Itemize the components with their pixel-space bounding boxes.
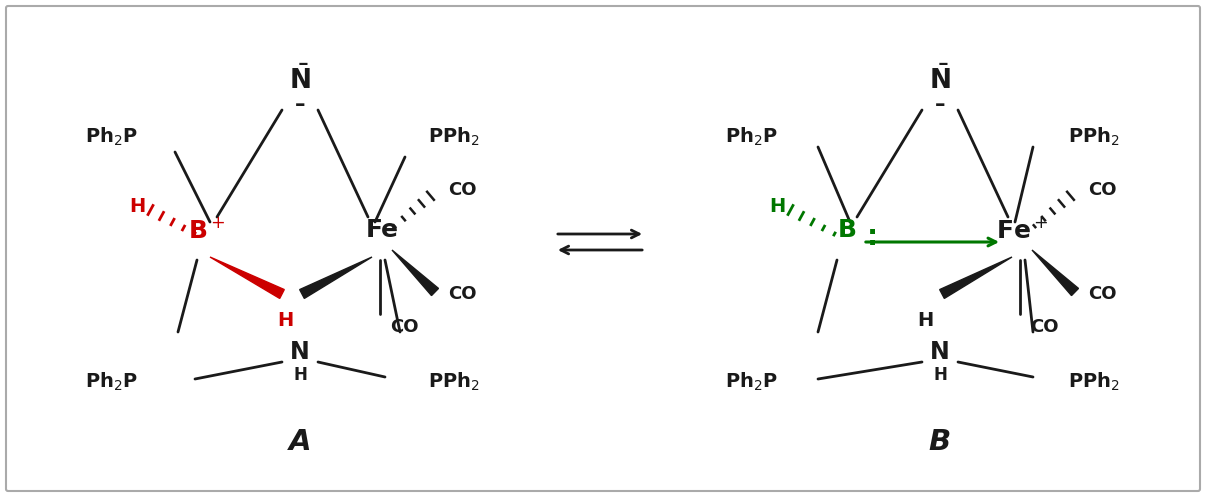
Text: Ph$_2$P: Ph$_2$P xyxy=(725,126,778,148)
Text: :: : xyxy=(867,223,878,251)
Polygon shape xyxy=(299,257,371,298)
Text: Fe: Fe xyxy=(365,218,398,242)
Text: CO: CO xyxy=(447,285,476,303)
Text: –: – xyxy=(935,95,946,115)
Text: $\mathbf{\bar{N}}$: $\mathbf{\bar{N}}$ xyxy=(289,65,311,95)
Text: A: A xyxy=(288,428,311,456)
Text: –: – xyxy=(294,95,305,115)
Text: H: H xyxy=(293,366,308,384)
Text: Ph$_2$P: Ph$_2$P xyxy=(86,126,137,148)
Text: PPh$_2$: PPh$_2$ xyxy=(428,126,480,148)
Text: N: N xyxy=(291,340,310,364)
FancyBboxPatch shape xyxy=(6,6,1200,491)
Text: H: H xyxy=(917,311,933,330)
Text: N: N xyxy=(930,340,950,364)
Text: H: H xyxy=(277,311,293,330)
Text: PPh$_2$: PPh$_2$ xyxy=(428,371,480,393)
Text: Ph$_2$P: Ph$_2$P xyxy=(725,371,778,393)
Text: PPh$_2$: PPh$_2$ xyxy=(1069,371,1120,393)
Text: CO: CO xyxy=(390,318,418,336)
Text: B$^+$: B$^+$ xyxy=(188,218,226,243)
Text: B: B xyxy=(929,428,952,456)
Text: CO: CO xyxy=(1088,181,1117,199)
Text: Ph$_2$P: Ph$_2$P xyxy=(86,371,137,393)
Text: CO: CO xyxy=(1088,285,1117,303)
Text: H: H xyxy=(933,366,947,384)
Text: $\mathbf{\bar{N}}$: $\mathbf{\bar{N}}$ xyxy=(929,65,950,95)
Polygon shape xyxy=(392,250,439,296)
Text: CO: CO xyxy=(447,181,476,199)
Polygon shape xyxy=(939,257,1012,298)
Text: CO: CO xyxy=(1030,318,1059,336)
Text: B: B xyxy=(837,218,856,242)
Text: PPh$_2$: PPh$_2$ xyxy=(1069,126,1120,148)
Text: H: H xyxy=(129,197,145,217)
Polygon shape xyxy=(1032,250,1078,296)
Text: H: H xyxy=(769,197,785,217)
Text: Fe$^+$: Fe$^+$ xyxy=(996,218,1048,243)
Polygon shape xyxy=(210,257,285,298)
